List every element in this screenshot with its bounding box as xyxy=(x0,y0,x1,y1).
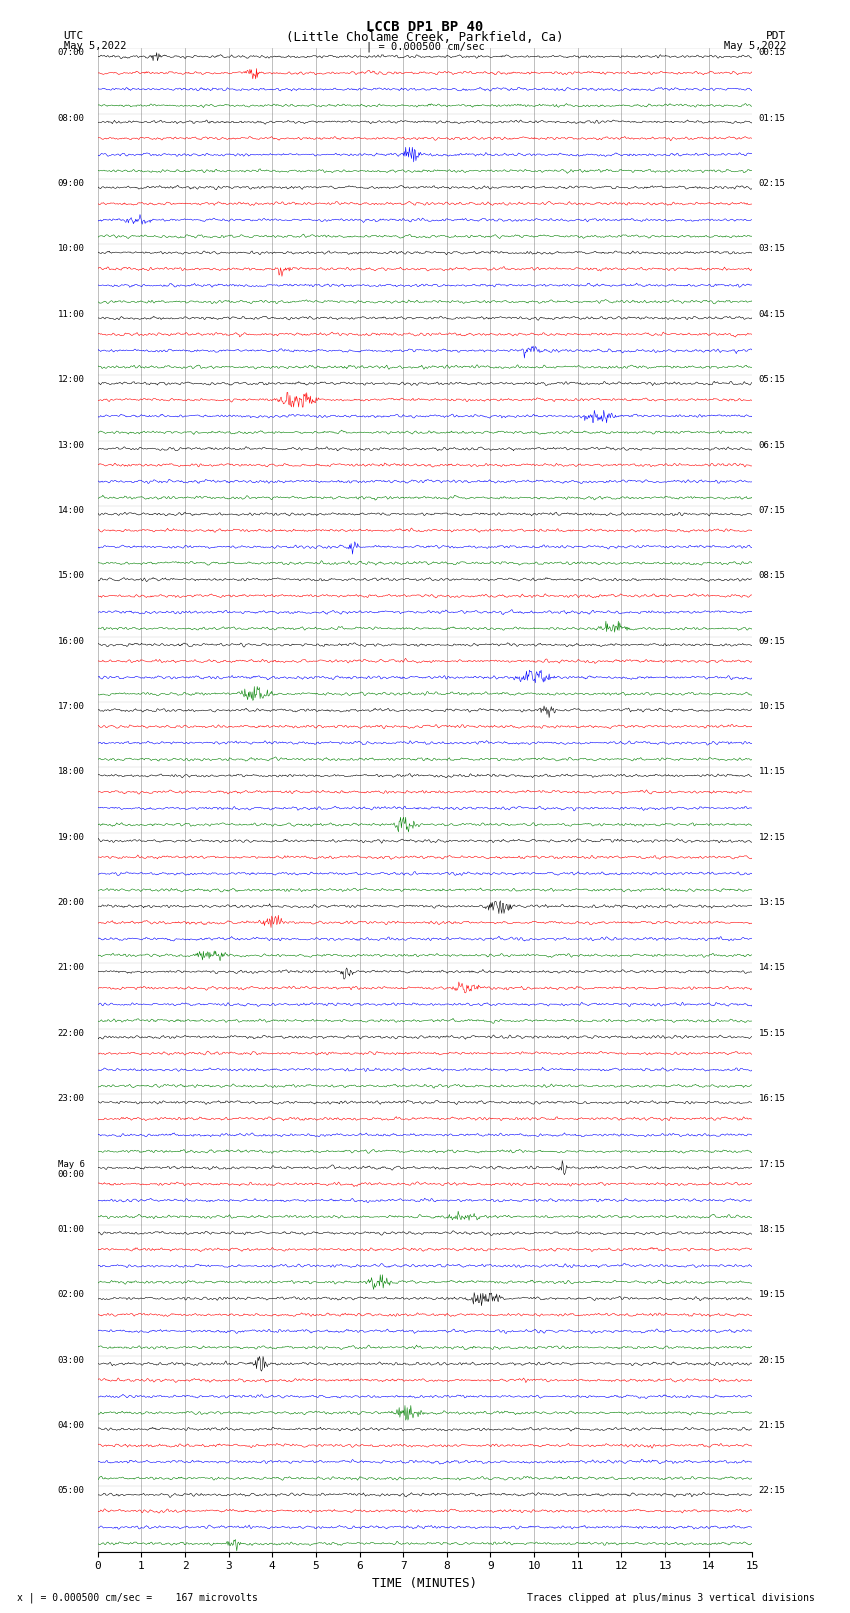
X-axis label: TIME (MINUTES): TIME (MINUTES) xyxy=(372,1578,478,1590)
Text: (Little Cholame Creek, Parkfield, Ca): (Little Cholame Creek, Parkfield, Ca) xyxy=(286,31,564,44)
Text: UTC: UTC xyxy=(64,31,84,40)
Text: 04:15: 04:15 xyxy=(759,310,785,319)
Text: 03:15: 03:15 xyxy=(759,245,785,253)
Text: 10:15: 10:15 xyxy=(759,702,785,711)
Text: 17:15: 17:15 xyxy=(759,1160,785,1168)
Text: LCCB DP1 BP 40: LCCB DP1 BP 40 xyxy=(366,19,484,34)
Text: 00:15: 00:15 xyxy=(759,48,785,58)
Text: 05:15: 05:15 xyxy=(759,376,785,384)
Text: 16:15: 16:15 xyxy=(759,1094,785,1103)
Text: 01:15: 01:15 xyxy=(759,115,785,123)
Text: May 5,2022: May 5,2022 xyxy=(64,40,127,52)
Text: 10:00: 10:00 xyxy=(58,245,85,253)
Text: 21:15: 21:15 xyxy=(759,1421,785,1431)
Text: Traces clipped at plus/minus 3 vertical divisions: Traces clipped at plus/minus 3 vertical … xyxy=(527,1594,815,1603)
Text: PDT: PDT xyxy=(766,31,786,40)
Text: 23:00: 23:00 xyxy=(58,1094,85,1103)
Text: 07:15: 07:15 xyxy=(759,506,785,515)
Text: 17:00: 17:00 xyxy=(58,702,85,711)
Text: 15:15: 15:15 xyxy=(759,1029,785,1037)
Text: 16:00: 16:00 xyxy=(58,637,85,645)
Text: 20:15: 20:15 xyxy=(759,1355,785,1365)
Text: 06:15: 06:15 xyxy=(759,440,785,450)
Text: 03:00: 03:00 xyxy=(58,1355,85,1365)
Text: 11:15: 11:15 xyxy=(759,768,785,776)
Text: 05:00: 05:00 xyxy=(58,1486,85,1495)
Text: 18:00: 18:00 xyxy=(58,768,85,776)
Text: 13:15: 13:15 xyxy=(759,898,785,907)
Text: 21:00: 21:00 xyxy=(58,963,85,973)
Text: 19:00: 19:00 xyxy=(58,832,85,842)
Text: 13:00: 13:00 xyxy=(58,440,85,450)
Text: 08:15: 08:15 xyxy=(759,571,785,581)
Text: 04:00: 04:00 xyxy=(58,1421,85,1431)
Text: 19:15: 19:15 xyxy=(759,1290,785,1298)
Text: 09:00: 09:00 xyxy=(58,179,85,189)
Text: 11:00: 11:00 xyxy=(58,310,85,319)
Text: May 5,2022: May 5,2022 xyxy=(723,40,786,52)
Text: 02:00: 02:00 xyxy=(58,1290,85,1298)
Text: 08:00: 08:00 xyxy=(58,115,85,123)
Text: 18:15: 18:15 xyxy=(759,1224,785,1234)
Text: 14:15: 14:15 xyxy=(759,963,785,973)
Text: 07:00: 07:00 xyxy=(58,48,85,58)
Text: 12:15: 12:15 xyxy=(759,832,785,842)
Text: 22:15: 22:15 xyxy=(759,1486,785,1495)
Text: x | = 0.000500 cm/sec =    167 microvolts: x | = 0.000500 cm/sec = 167 microvolts xyxy=(17,1592,258,1603)
Text: 01:00: 01:00 xyxy=(58,1224,85,1234)
Text: 15:00: 15:00 xyxy=(58,571,85,581)
Text: 09:15: 09:15 xyxy=(759,637,785,645)
Text: 12:00: 12:00 xyxy=(58,376,85,384)
Text: 20:00: 20:00 xyxy=(58,898,85,907)
Text: 14:00: 14:00 xyxy=(58,506,85,515)
Text: 22:00: 22:00 xyxy=(58,1029,85,1037)
Text: | = 0.000500 cm/sec: | = 0.000500 cm/sec xyxy=(366,40,484,52)
Text: May 6
00:00: May 6 00:00 xyxy=(58,1160,85,1179)
Text: 02:15: 02:15 xyxy=(759,179,785,189)
